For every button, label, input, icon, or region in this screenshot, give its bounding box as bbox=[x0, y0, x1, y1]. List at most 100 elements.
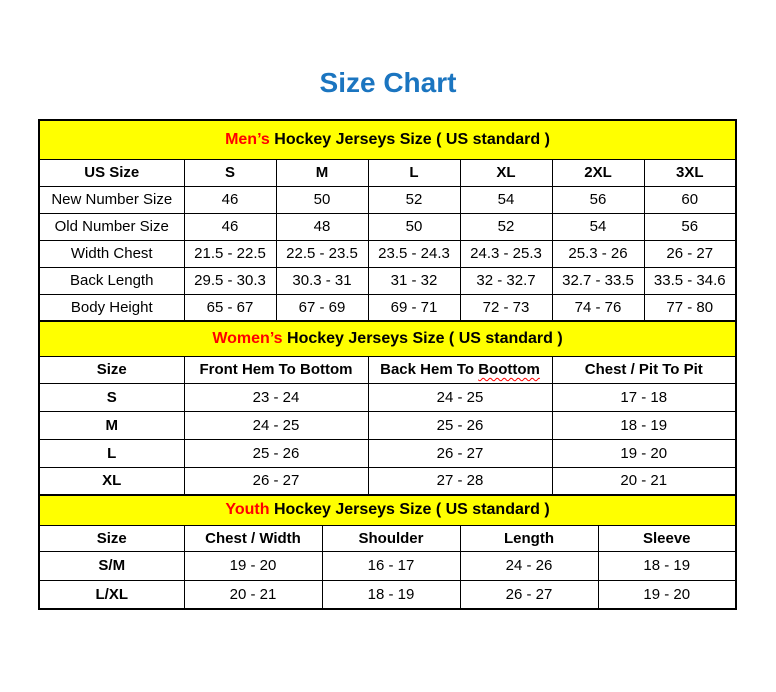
row-label: New Number Size bbox=[38, 185, 185, 214]
size-cell: 32 - 32.7 bbox=[459, 266, 553, 295]
table-row: L/XL 20 - 21 18 - 19 26 - 27 19 - 20 bbox=[38, 579, 737, 610]
size-cell: 19 - 20 bbox=[551, 438, 737, 468]
size-cell: 65 - 67 bbox=[183, 293, 277, 322]
size-cell: 25 - 26 bbox=[367, 410, 553, 440]
table-row: S/M 19 - 20 16 - 17 24 - 26 18 - 19 bbox=[38, 550, 737, 581]
size-cell: 25.3 - 26 bbox=[551, 239, 645, 268]
table-row: S 23 - 24 24 - 25 17 - 18 bbox=[38, 382, 737, 412]
size-cell: 31 - 32 bbox=[367, 266, 461, 295]
size-cell: 26 - 27 bbox=[367, 438, 553, 468]
table-row: L 25 - 26 26 - 27 19 - 20 bbox=[38, 438, 737, 468]
size-cell: 54 bbox=[551, 212, 645, 241]
size-cell: 19 - 20 bbox=[183, 550, 323, 581]
column-header: Size bbox=[38, 524, 185, 552]
column-header: US Size bbox=[38, 158, 185, 187]
column-header: 3XL bbox=[643, 158, 737, 187]
table-row: XL 26 - 27 27 - 28 20 - 21 bbox=[38, 466, 737, 496]
size-cell: 74 - 76 bbox=[551, 293, 645, 322]
section-heading-womens: Women’s Hockey Jerseys Size ( US standar… bbox=[38, 320, 737, 357]
column-header: Sleeve bbox=[597, 524, 737, 552]
size-cell: 26 - 27 bbox=[183, 466, 369, 496]
size-cell: 17 - 18 bbox=[551, 382, 737, 412]
table-row: M 24 - 25 25 - 26 18 - 19 bbox=[38, 410, 737, 440]
size-cell: 26 - 27 bbox=[459, 579, 599, 610]
section-heading-accent: Men’s bbox=[225, 130, 270, 148]
size-cell: 32.7 - 33.5 bbox=[551, 266, 645, 295]
size-cell: 16 - 17 bbox=[321, 550, 461, 581]
size-cell: 46 bbox=[183, 212, 277, 241]
size-cell: 20 - 21 bbox=[183, 579, 323, 610]
size-cell: 46 bbox=[183, 185, 277, 214]
section-heading-mens: Men’s Hockey Jerseys Size ( US standard … bbox=[38, 119, 737, 160]
column-header: L bbox=[367, 158, 461, 187]
column-header: Shoulder bbox=[321, 524, 461, 552]
column-header: Chest / Width bbox=[183, 524, 323, 552]
column-header: Chest / Pit To Pit bbox=[551, 355, 737, 384]
size-chart: Men’s Hockey Jerseys Size ( US standard … bbox=[38, 119, 738, 610]
size-cell: 60 bbox=[643, 185, 737, 214]
row-label: L bbox=[38, 438, 185, 468]
size-cell: 19 - 20 bbox=[597, 579, 737, 610]
size-cell: 26 - 27 bbox=[643, 239, 737, 268]
size-cell: 50 bbox=[367, 212, 461, 241]
size-cell: 23 - 24 bbox=[183, 382, 369, 412]
size-cell: 27 - 28 bbox=[367, 466, 553, 496]
column-header: Size bbox=[38, 355, 185, 384]
misspelled-word: Boottom bbox=[478, 361, 540, 378]
section-heading-text: Hockey Jerseys Size ( US standard ) bbox=[282, 329, 563, 347]
size-cell: 24 - 26 bbox=[459, 550, 599, 581]
size-cell: 69 - 71 bbox=[367, 293, 461, 322]
row-label: S bbox=[38, 382, 185, 412]
size-cell: 18 - 19 bbox=[597, 550, 737, 581]
size-cell: 18 - 19 bbox=[551, 410, 737, 440]
size-cell: 18 - 19 bbox=[321, 579, 461, 610]
table-row: Old Number Size 46 48 50 52 54 56 bbox=[38, 212, 737, 241]
row-label: Old Number Size bbox=[38, 212, 185, 241]
size-table-mens: Men’s Hockey Jerseys Size ( US standard … bbox=[38, 119, 738, 322]
row-label: Body Height bbox=[38, 293, 185, 322]
page-title: Size Chart bbox=[319, 67, 457, 98]
column-header: Length bbox=[459, 524, 599, 552]
size-cell: 77 - 80 bbox=[643, 293, 737, 322]
table-row: Width Chest 21.5 - 22.5 22.5 - 23.5 23.5 - … bbox=[38, 239, 737, 268]
size-cell: 24 - 25 bbox=[367, 382, 553, 412]
row-label: Back Length bbox=[38, 266, 185, 295]
size-cell: 48 bbox=[275, 212, 369, 241]
column-header: M bbox=[275, 158, 369, 187]
row-label: Width Chest bbox=[38, 239, 185, 268]
size-cell: 29.5 - 30.3 bbox=[183, 266, 277, 295]
column-header: Back Hem To Boottom bbox=[367, 355, 553, 384]
table-row: New Number Size 46 50 52 54 56 60 bbox=[38, 185, 737, 214]
column-header: XL bbox=[459, 158, 553, 187]
table-row: Body Height 65 - 67 67 - 69 69 - 71 72 - 73 7… bbox=[38, 293, 737, 322]
size-cell: 30.3 - 31 bbox=[275, 266, 369, 295]
size-cell: 56 bbox=[551, 185, 645, 214]
size-cell: 21.5 - 22.5 bbox=[183, 239, 277, 268]
size-cell: 50 bbox=[275, 185, 369, 214]
row-label: L/XL bbox=[38, 579, 185, 610]
size-cell: 56 bbox=[643, 212, 737, 241]
size-cell: 54 bbox=[459, 185, 553, 214]
column-header: S bbox=[183, 158, 277, 187]
size-cell: 72 - 73 bbox=[459, 293, 553, 322]
size-cell: 33.5 - 34.6 bbox=[643, 266, 737, 295]
size-cell: 52 bbox=[459, 212, 553, 241]
row-label: S/M bbox=[38, 550, 185, 581]
table-row: Back Length 29.5 - 30.3 30.3 - 31 31 - 32 32… bbox=[38, 266, 737, 295]
section-heading-text: Hockey Jerseys Size ( US standard ) bbox=[269, 501, 550, 519]
row-label: M bbox=[38, 410, 185, 440]
section-heading-accent: Women’s bbox=[212, 329, 283, 347]
size-cell: 22.5 - 23.5 bbox=[275, 239, 369, 268]
size-cell: 24.3 - 25.3 bbox=[459, 239, 553, 268]
section-heading-text: Hockey Jerseys Size ( US standard ) bbox=[269, 130, 550, 148]
size-table-youth: Youth Hockey Jerseys Size ( US standard … bbox=[38, 494, 738, 610]
size-cell: 52 bbox=[367, 185, 461, 214]
section-heading-youth: Youth Hockey Jerseys Size ( US standard … bbox=[38, 494, 737, 526]
size-cell: 20 - 21 bbox=[551, 466, 737, 496]
size-cell: 25 - 26 bbox=[183, 438, 369, 468]
column-header: 2XL bbox=[551, 158, 645, 187]
size-cell: 23.5 - 24.3 bbox=[367, 239, 461, 268]
size-cell: 24 - 25 bbox=[183, 410, 369, 440]
size-table-womens: Women’s Hockey Jerseys Size ( US standar… bbox=[38, 320, 738, 496]
column-header: Front Hem To Bottom bbox=[183, 355, 369, 384]
